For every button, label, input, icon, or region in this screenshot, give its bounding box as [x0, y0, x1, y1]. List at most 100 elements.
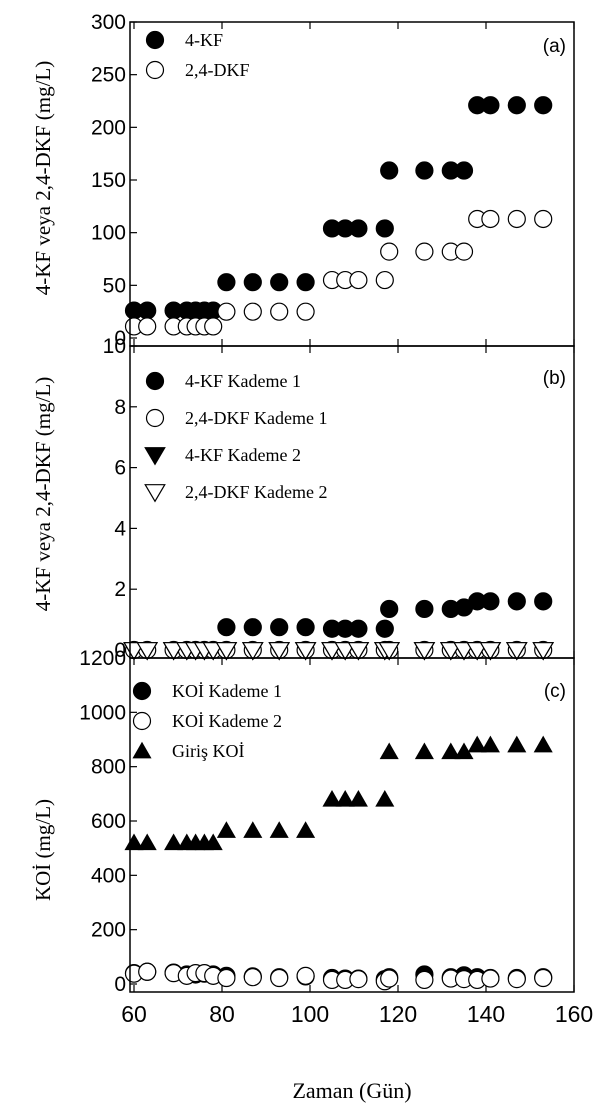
legend-label: 2,4-DKF Kademe 2	[185, 482, 327, 502]
data-point	[349, 619, 368, 638]
panel-c-frame	[129, 657, 575, 993]
data-point	[480, 735, 500, 753]
data-point	[296, 821, 316, 838]
data-point	[268, 642, 291, 661]
data-point	[379, 742, 399, 760]
data-point	[439, 642, 462, 661]
data-point	[217, 618, 236, 637]
data-point	[162, 642, 185, 661]
data-point	[375, 219, 394, 238]
data-point	[215, 642, 238, 661]
y-tick-label: 150	[91, 169, 126, 192]
data-point	[203, 833, 223, 851]
data-point	[335, 789, 355, 807]
data-point	[467, 735, 487, 753]
panel-c-ticks: 0 200 400 600 800 1000 1200 60 80 100 120 140 160	[79, 647, 593, 1027]
data-point	[505, 642, 528, 661]
data-point	[507, 209, 526, 229]
y-tick-label: 800	[91, 756, 126, 779]
data-point	[217, 302, 236, 321]
panel-a: 4-KF veya 2,4-DKF (mg/L) (a) 0 50 100 150 20…	[31, 11, 575, 350]
panel-c-legend: KOİ Kademe 1 KOİ Kademe 2 Giriş KOİ	[132, 681, 282, 761]
y-tick-label: 6	[114, 457, 126, 480]
data-point	[481, 969, 500, 988]
legend-marker	[144, 484, 166, 503]
data-point	[375, 789, 395, 807]
data-point	[507, 735, 527, 753]
y-tick-label: 100	[91, 222, 126, 245]
legend-marker	[132, 711, 152, 731]
data-point	[481, 592, 500, 611]
data-point	[137, 833, 157, 851]
legend-marker	[145, 30, 165, 50]
data-point	[441, 742, 461, 760]
data-point	[138, 962, 157, 981]
data-point	[380, 242, 399, 261]
y-tick-label: 2	[114, 578, 126, 601]
data-point	[415, 970, 434, 990]
y-tick-label: 10	[103, 335, 126, 358]
data-point	[415, 599, 434, 619]
data-point	[415, 242, 434, 261]
data-point	[270, 273, 289, 292]
legend-marker	[132, 741, 152, 759]
data-point	[534, 592, 553, 611]
panel-b-ticks: 0 2 4 6 8 10	[103, 335, 575, 662]
data-point	[138, 301, 157, 320]
data-point	[270, 968, 289, 988]
data-point	[334, 642, 357, 661]
data-point	[243, 618, 262, 637]
y-tick-label: 400	[91, 864, 126, 887]
data-point	[349, 219, 368, 238]
legend-label: 4-KF Kademe 2	[185, 445, 301, 465]
data-point	[296, 618, 315, 637]
data-point	[454, 242, 474, 261]
panel-a-ticks: 0 50 100 150 200 250 300	[91, 11, 575, 350]
data-point	[453, 642, 475, 661]
y-tick-label: 600	[91, 810, 126, 833]
y-tick-label: 1200	[79, 647, 126, 670]
data-point	[534, 209, 553, 229]
legend-marker	[132, 681, 152, 701]
y-tick-label: 0	[114, 639, 126, 662]
data-point	[481, 209, 500, 229]
data-point	[347, 642, 370, 661]
data-point	[243, 968, 262, 987]
data-point	[415, 161, 434, 180]
data-point	[164, 833, 184, 851]
panel-c-xlabel: Zaman (Gün)	[292, 1078, 411, 1103]
data-point	[507, 970, 526, 989]
y-tick-label: 50	[103, 274, 126, 297]
y-tick-label: 4	[114, 517, 126, 540]
y-tick-label: 250	[91, 64, 126, 87]
data-point	[270, 618, 289, 637]
legend-label: KOİ Kademe 2	[172, 711, 282, 731]
data-point	[349, 970, 368, 989]
data-point	[123, 642, 145, 661]
y-tick-label: 0	[114, 327, 126, 350]
x-tick-label: 60	[121, 1001, 147, 1027]
legend-marker	[145, 408, 165, 428]
data-point	[241, 642, 264, 661]
x-tick-label: 80	[209, 1001, 235, 1027]
data-point	[380, 969, 399, 988]
data-point	[378, 642, 401, 661]
data-point	[349, 270, 368, 290]
data-point	[243, 821, 263, 838]
data-point	[533, 735, 553, 753]
data-point	[375, 270, 394, 290]
legend-marker	[145, 60, 165, 80]
data-point	[479, 642, 502, 661]
data-point	[348, 789, 368, 807]
data-point	[454, 161, 474, 180]
x-tick-label: 160	[555, 1001, 593, 1027]
legend-label: KOİ Kademe 1	[172, 681, 282, 701]
legend-label: 2,4-DKF Kademe 1	[185, 408, 327, 428]
data-point	[269, 821, 289, 838]
y-tick-label: 0	[114, 973, 126, 996]
data-point	[454, 742, 474, 760]
panel-c-ylabel: KOİ (mg/L)	[31, 799, 55, 901]
data-point	[322, 789, 342, 807]
data-point	[217, 273, 236, 292]
